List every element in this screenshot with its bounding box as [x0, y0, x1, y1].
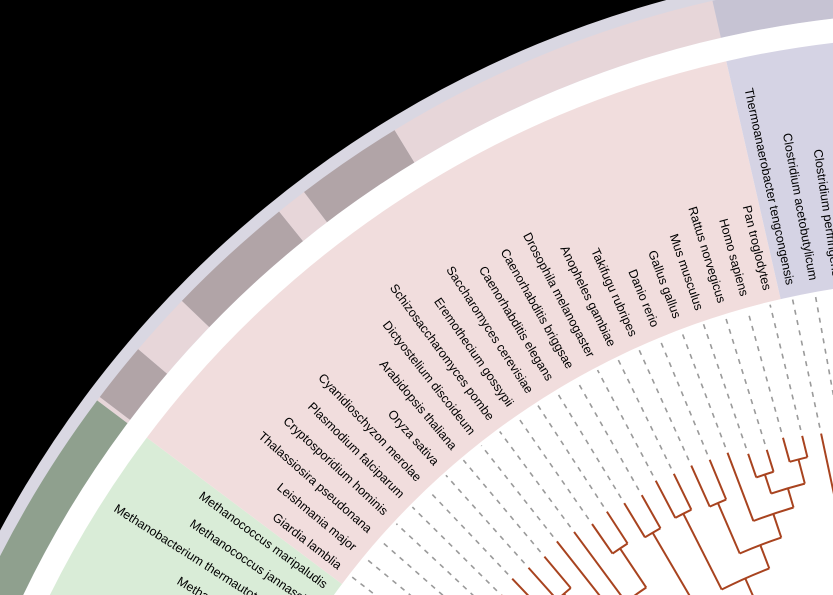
- internal-branch: [786, 488, 795, 508]
- leader-line: [445, 474, 526, 564]
- terminal-branch: [511, 577, 530, 595]
- ring-segment-euk-strip-6: [304, 130, 415, 223]
- leader-lines: [337, 294, 833, 595]
- terminal-branch: [708, 459, 728, 500]
- leader-line: [428, 490, 509, 575]
- terminal-branch: [820, 433, 833, 495]
- internal-branch: [759, 544, 771, 569]
- internal-branch: [772, 513, 783, 538]
- terminal-branch: [606, 511, 629, 545]
- clade-arc: [611, 542, 629, 555]
- terminal-branch: [726, 452, 755, 522]
- tree-branches: [501, 433, 833, 595]
- terminal-branch: [573, 531, 622, 595]
- terminal-branch: [591, 523, 614, 555]
- leader-line: [791, 299, 821, 428]
- internal-branch: [651, 532, 691, 595]
- leader-line: [499, 431, 572, 528]
- terminal-branch: [765, 449, 775, 473]
- leader-line: [769, 304, 802, 431]
- leader-line: [380, 540, 444, 595]
- internal-branch: [716, 502, 741, 554]
- ring-segment-euk-strip-5: [279, 192, 328, 242]
- leader-line: [724, 316, 766, 445]
- ring-segment-bacteria-strip: [712, 0, 833, 38]
- terminal-branch: [672, 473, 693, 511]
- terminal-branch: [654, 480, 677, 519]
- terminal-branch: [747, 453, 758, 478]
- terminal-branch: [556, 540, 601, 595]
- leader-line: [746, 310, 783, 433]
- ring-segment-euk-strip-4: [181, 211, 304, 328]
- terminal-branch: [782, 437, 791, 463]
- leader-line: [596, 369, 654, 476]
- terminal-branch: [640, 494, 662, 529]
- leader-line: [480, 445, 554, 538]
- ring-segment-euk-strip-7: [394, 0, 721, 163]
- leader-line: [411, 506, 498, 592]
- leader-line: [702, 323, 747, 449]
- ring-segment-euk-strip-2: [99, 349, 168, 420]
- leader-line: [814, 294, 833, 398]
- internal-branch: [619, 547, 648, 589]
- ring-segment-archaea-strip: [0, 400, 128, 595]
- terminal-branch: [527, 567, 555, 595]
- terminal-branch: [543, 555, 572, 589]
- internal-branch: [763, 474, 773, 494]
- internal-branch: [797, 459, 806, 484]
- internal-branch: [744, 577, 754, 595]
- clade-arc: [561, 587, 572, 595]
- ring-segment-euk-strip-1: [97, 396, 131, 424]
- leader-line: [365, 557, 412, 595]
- terminal-branch: [690, 465, 711, 508]
- terminal-branch: [801, 435, 809, 458]
- terminal-branch: [623, 502, 646, 538]
- tree-area-disc: [334, 289, 833, 595]
- archaea-wedge: [50, 437, 357, 595]
- internal-branch: [682, 513, 723, 590]
- ring-segment-euk-strip-3: [138, 300, 210, 374]
- leader-line: [395, 523, 474, 595]
